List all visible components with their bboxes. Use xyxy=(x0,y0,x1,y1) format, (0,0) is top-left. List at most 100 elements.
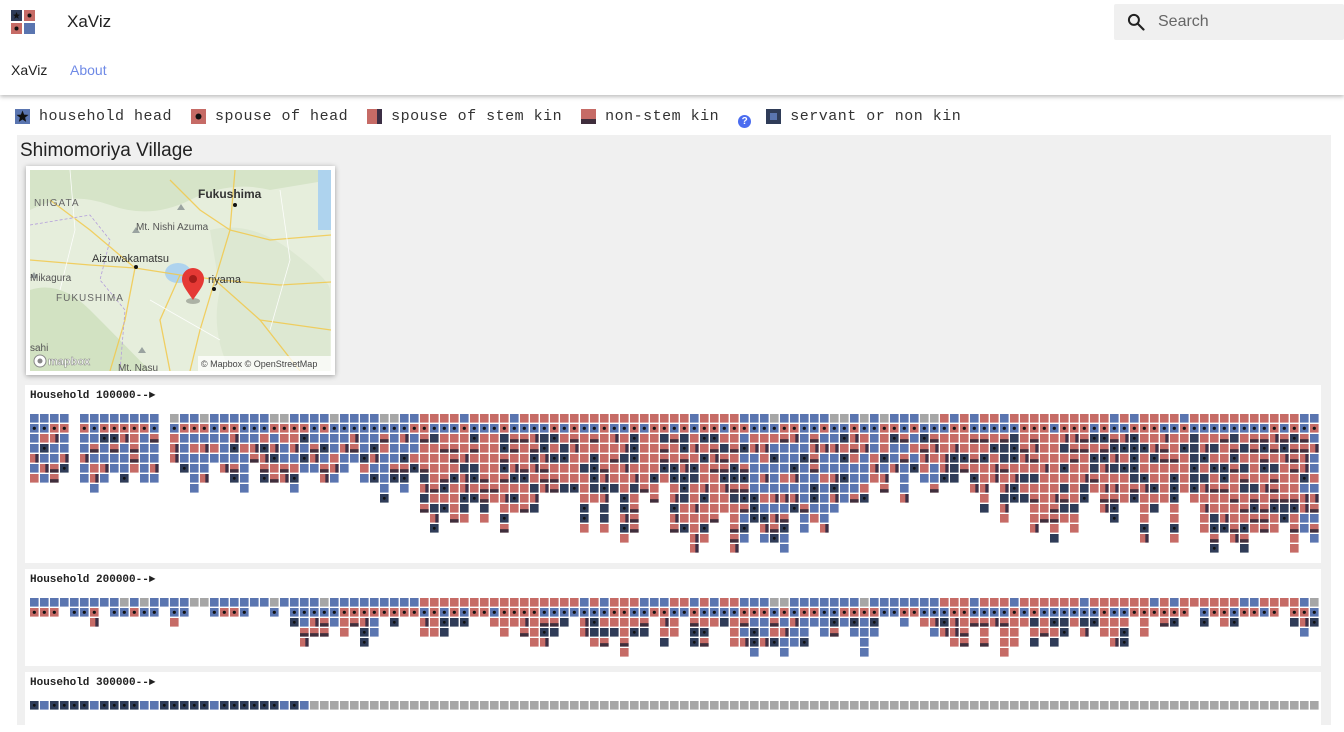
head-cell xyxy=(760,598,769,607)
unknown-cell xyxy=(370,701,379,710)
spouse-cell xyxy=(580,484,589,493)
head-cell xyxy=(230,454,239,463)
servant-cell xyxy=(610,484,619,493)
headmark-cell xyxy=(610,424,619,433)
xaviz-logo-icon[interactable] xyxy=(11,10,35,34)
stem-cell xyxy=(1030,524,1039,533)
spouse-cell xyxy=(1080,464,1089,473)
head-cell xyxy=(280,444,289,453)
head-cell xyxy=(340,454,349,463)
servant-cell xyxy=(580,464,589,473)
head-cell xyxy=(110,598,119,607)
nav-item-about[interactable]: About xyxy=(70,62,107,78)
spouse-cell xyxy=(1250,524,1259,533)
stem-cell xyxy=(600,494,609,503)
stem-cell xyxy=(830,494,839,503)
nonstem-cell xyxy=(1230,444,1239,453)
spousemark-cell xyxy=(430,608,439,617)
unknown-cell xyxy=(850,701,859,710)
stem-cell xyxy=(530,434,539,443)
headmark-cell xyxy=(1060,608,1069,617)
headmark-cell xyxy=(150,608,159,617)
servant-cell xyxy=(1020,494,1029,503)
head-cell xyxy=(580,598,589,607)
servant-cell xyxy=(690,474,699,483)
help-icon[interactable]: ? xyxy=(738,115,752,128)
stem-cell xyxy=(290,444,299,453)
servantmark-cell xyxy=(130,701,139,710)
stem-cell xyxy=(1140,534,1149,543)
servantmark-cell xyxy=(740,474,749,483)
head-cell xyxy=(780,544,789,553)
head-cell xyxy=(260,414,269,423)
search-box[interactable] xyxy=(1114,4,1344,40)
head-cell xyxy=(880,598,889,607)
stem-cell xyxy=(710,454,719,463)
spouse-cell xyxy=(450,434,459,443)
unknown-cell xyxy=(1060,701,1069,710)
headmark-cell xyxy=(710,608,719,617)
servantmark-cell xyxy=(1130,454,1139,463)
spouse-cell xyxy=(1140,514,1149,523)
servantmark-cell xyxy=(60,464,69,473)
servantmark-cell xyxy=(200,701,209,710)
servantmark-cell xyxy=(1260,464,1269,473)
map-canvas[interactable]: Fukushima NIIGATA Mt. Nishi Azuma Aizuwa… xyxy=(30,170,331,371)
spouse-cell xyxy=(520,414,529,423)
spouse-cell xyxy=(1140,464,1149,473)
stem-cell xyxy=(940,628,949,637)
head-cell xyxy=(1310,514,1319,523)
stem-cell xyxy=(400,434,409,443)
nonstem-cell xyxy=(640,618,649,627)
servant-cell xyxy=(1290,618,1299,627)
servant-swatch-icon xyxy=(766,109,782,124)
headmark-cell xyxy=(590,608,599,617)
head-cell xyxy=(160,598,169,607)
servantmark-cell xyxy=(300,454,309,463)
servantmark-cell xyxy=(1120,628,1129,637)
stem-cell xyxy=(580,618,589,627)
spouse-cell xyxy=(610,464,619,473)
nonstem-cell xyxy=(570,434,579,443)
spouse-cell xyxy=(670,484,679,493)
head-cell xyxy=(660,598,669,607)
village-map[interactable]: Fukushima NIIGATA Mt. Nishi Azuma Aizuwa… xyxy=(26,166,335,375)
headmark-cell xyxy=(1160,424,1169,433)
spousemark-cell xyxy=(300,424,309,433)
unknown-cell xyxy=(1070,701,1079,710)
stem-cell xyxy=(1060,434,1069,443)
spousemark-cell xyxy=(860,608,869,617)
stem-cell xyxy=(890,464,899,473)
head-cell xyxy=(380,454,389,463)
servantmark-cell xyxy=(1010,444,1019,453)
app-title[interactable]: XaViz xyxy=(67,12,112,31)
nonstem-cell xyxy=(780,514,789,523)
nav-item-xaviz[interactable]: XaViz xyxy=(11,62,48,78)
spousemark-cell xyxy=(950,608,959,617)
spouse-cell xyxy=(880,434,889,443)
stem-cell xyxy=(680,464,689,473)
legend-label: spouse of head xyxy=(215,108,349,125)
head-cell xyxy=(170,598,179,607)
headmark-cell xyxy=(980,424,989,433)
spouse-cell xyxy=(1290,414,1299,423)
headmark-cell xyxy=(930,608,939,617)
servantmark-cell xyxy=(1170,494,1179,503)
legend-item-spouse: spouse of head xyxy=(191,108,348,125)
head-cell xyxy=(410,434,419,443)
head-cell xyxy=(370,598,379,607)
spousemark-cell xyxy=(910,608,919,617)
spouse-cell xyxy=(910,444,919,453)
spouse-cell xyxy=(1250,474,1259,483)
stem-cell xyxy=(930,618,939,627)
unknown-cell xyxy=(770,414,779,423)
search-input[interactable] xyxy=(1158,10,1338,34)
head-cell xyxy=(790,444,799,453)
spouse-cell xyxy=(1140,494,1149,503)
servantmark-cell xyxy=(1230,454,1239,463)
search-icon[interactable] xyxy=(1126,12,1146,32)
stem-cell xyxy=(270,444,279,453)
headmark-cell xyxy=(1070,608,1079,617)
unknown-cell xyxy=(140,598,149,607)
headmark-cell xyxy=(270,608,279,617)
